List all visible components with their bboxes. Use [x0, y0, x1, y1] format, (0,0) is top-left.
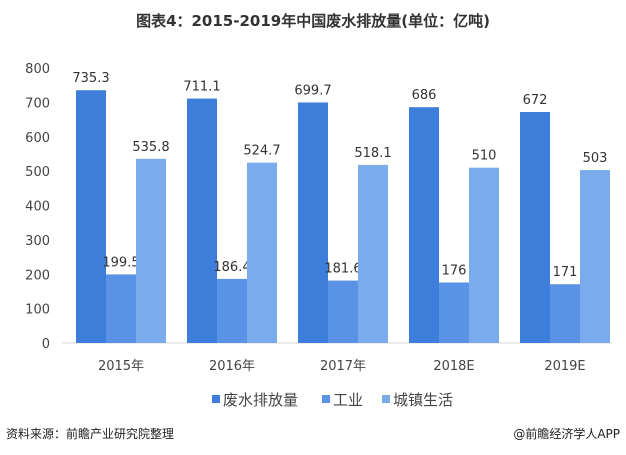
x-tick-label: 2015年: [98, 359, 144, 374]
bar-0-3: [409, 107, 439, 343]
data-label: 503: [583, 151, 608, 166]
y-tick-label: 300: [25, 234, 50, 249]
data-label: 686: [412, 88, 437, 103]
data-label: 186.4: [213, 260, 250, 275]
bar-1-4: [550, 284, 580, 343]
data-label: 699.7: [294, 83, 331, 98]
bar-0-4: [520, 112, 550, 343]
legend-label: 城镇生活: [393, 391, 453, 409]
data-label: 176: [442, 264, 467, 279]
legend-label: 工业: [333, 391, 363, 409]
data-label: 510: [472, 149, 497, 164]
bar-1-0: [106, 274, 136, 343]
bar-0-2: [298, 102, 328, 344]
bar-2-3: [469, 167, 499, 343]
bar-0-0: [76, 90, 106, 343]
bar-1-2: [328, 280, 358, 343]
credit-note: @前瞻经济学人APP: [513, 426, 620, 441]
y-tick-label: 800: [25, 62, 50, 77]
y-tick-label: 600: [25, 131, 50, 146]
data-label: 171: [553, 265, 578, 280]
bar-1-1: [217, 278, 247, 343]
chart-title: 图表4：2015-2019年中国废水排放量(单位：亿吨): [136, 12, 490, 30]
data-label: 199.5: [102, 255, 139, 270]
bar-2-2: [358, 164, 388, 343]
bar-2-4: [580, 170, 610, 343]
data-label: 672: [523, 93, 548, 108]
bar-2-0: [136, 158, 166, 343]
legend-label: 废水排放量: [223, 391, 298, 409]
data-label: 711.1: [183, 80, 220, 95]
y-tick-label: 200: [25, 268, 50, 283]
x-tick-label: 2019E: [544, 359, 585, 374]
y-tick-label: 500: [25, 165, 50, 180]
data-label: 535.8: [132, 140, 169, 155]
source-note: 资料来源：前瞻产业研究院整理: [6, 426, 174, 441]
legend-swatch: [322, 395, 330, 403]
legend-swatch: [382, 395, 390, 403]
data-label: 735.3: [72, 71, 109, 86]
x-tick-label: 2017年: [320, 359, 366, 374]
y-tick-label: 100: [25, 303, 50, 318]
y-tick-label: 700: [25, 96, 50, 111]
data-label: 181.6: [324, 262, 361, 277]
y-tick-label: 400: [25, 200, 50, 215]
data-label: 524.7: [243, 144, 280, 159]
x-tick-label: 2018E: [433, 359, 474, 374]
data-label: 518.1: [354, 146, 391, 161]
bar-2-1: [247, 162, 277, 343]
x-tick-label: 2016年: [209, 359, 255, 374]
legend-swatch: [212, 395, 220, 403]
y-tick-label: 0: [42, 337, 50, 352]
bar-1-3: [439, 282, 469, 343]
bar-0-1: [187, 98, 217, 343]
